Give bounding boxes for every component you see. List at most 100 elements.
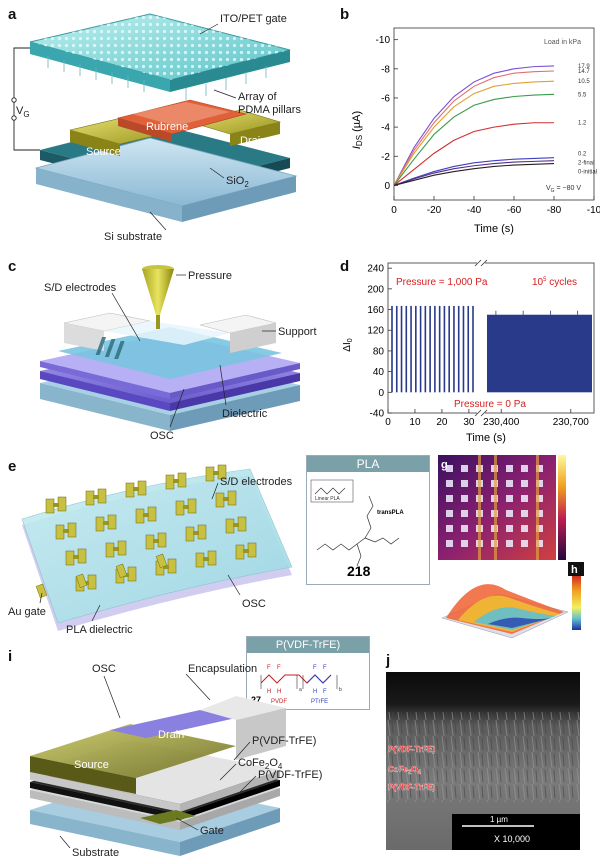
panel-label-c: c bbox=[8, 258, 17, 275]
rubrene-label: Rubrene bbox=[146, 121, 188, 133]
chart-b-series-line bbox=[393, 157, 555, 186]
chart-d-pulse-bar bbox=[391, 305, 393, 393]
pvdf-ref: 27 bbox=[251, 695, 261, 705]
sio2-label: SiO2 bbox=[226, 175, 249, 189]
thermal-hot-stripe bbox=[494, 455, 497, 560]
chart-d-ytick-label: 160 bbox=[367, 305, 384, 316]
surface-cold bbox=[488, 617, 552, 628]
array-device bbox=[175, 498, 197, 516]
thermal-cell bbox=[506, 495, 513, 502]
chart-d-xtick-label: 30 bbox=[463, 417, 475, 428]
chart-b-series-label: 2-final bbox=[578, 161, 594, 167]
panel-d-chart: 240 200 160 120 80 40 0 -40 0 10 20 30 230,400 230,7… bbox=[336, 255, 600, 450]
panel-a-svg: VG ITO/PET gate Array of PDMA pillars Ru… bbox=[11, 13, 301, 243]
e-osc-label: OSC bbox=[242, 598, 266, 610]
panel-i-leaders bbox=[59, 673, 257, 849]
pla-ref: 218 bbox=[347, 563, 371, 579]
sem-info-bar bbox=[452, 814, 580, 850]
au-gate-label: Au gate bbox=[8, 606, 46, 618]
chart-b-svg: -10-8-6-4-20 0 -20 -40 -60 -80 -10 17.914.710… bbox=[351, 27, 600, 235]
chart-d-pulse-bar bbox=[438, 305, 441, 393]
array-device bbox=[125, 480, 147, 498]
panel-c-illustration: Pressure S/D electrodes Support Dielectr… bbox=[0, 255, 330, 445]
chart-b-xtick-label: -10 bbox=[587, 205, 600, 216]
chart-d-pulse-bar bbox=[395, 305, 398, 393]
f-atom-4: F bbox=[323, 665, 327, 671]
f-atom-3: F bbox=[313, 665, 317, 671]
linear-pla-box bbox=[310, 479, 354, 503]
dielectric-label: Dielectric bbox=[222, 408, 268, 420]
sem-mag-text: X 10,000 bbox=[494, 834, 530, 844]
chart-d-ytick-label: 40 bbox=[373, 367, 385, 378]
i-substrate-label: Substrate bbox=[72, 847, 119, 859]
surface-plot-svg: h bbox=[441, 562, 584, 639]
gate-voltage-wire bbox=[11, 47, 40, 151]
thermal-cell bbox=[446, 480, 453, 487]
array-device bbox=[185, 524, 207, 542]
osc-strip bbox=[110, 710, 236, 738]
chart-d-pulse-bar bbox=[462, 305, 465, 393]
panel-label-h-box bbox=[568, 562, 584, 576]
thermal-cell bbox=[506, 540, 513, 547]
trans-pla-label: transPLA bbox=[377, 510, 404, 516]
f-atom-5: F bbox=[323, 689, 327, 695]
thermal-cell bbox=[446, 495, 453, 502]
pressure-cone bbox=[142, 265, 174, 329]
h-atom-2: H bbox=[277, 689, 281, 695]
panel-i-structure: P(VDF-TrFE) F F F F H H H F a b 27 PVDF … bbox=[246, 636, 370, 710]
h-atom-3: H bbox=[313, 689, 317, 695]
chart-b-series-line bbox=[393, 65, 555, 186]
chart-b-series-label: 0.2 bbox=[578, 152, 587, 158]
panel-e-illustration: S/D electrodes Au gate PLA dielectric OS… bbox=[0, 455, 300, 645]
thermal-cell bbox=[536, 540, 543, 547]
e-sd-electrodes-label: S/D electrodes bbox=[220, 476, 293, 488]
chart-d-pulse-bar bbox=[467, 305, 470, 393]
panel-g-thermal-image: g bbox=[438, 455, 570, 560]
chart-b-xlabel: Time (s) bbox=[474, 223, 514, 235]
chart-b-ytick-label: -4 bbox=[381, 123, 390, 134]
device-array bbox=[45, 464, 257, 592]
panel-a-leaders bbox=[149, 23, 237, 231]
chart-d-axis-break-gap bbox=[477, 259, 485, 417]
thermal-cell bbox=[461, 495, 468, 502]
chart-d-xtick-label: 20 bbox=[436, 417, 448, 428]
pdma-pillars-label: PDMA pillars bbox=[238, 104, 301, 116]
c-osc-label: OSC bbox=[150, 430, 174, 442]
chart-d-pulse-bar bbox=[405, 305, 408, 393]
panel-e-leaders bbox=[39, 482, 241, 622]
thermal-cell bbox=[536, 480, 543, 487]
chart-d-ytick-label: 200 bbox=[367, 284, 384, 295]
thermal-cell bbox=[461, 480, 468, 487]
ptrfe-label: PTrFE bbox=[311, 699, 328, 705]
pressure-label: Pressure bbox=[188, 270, 232, 282]
ito-pet-gate bbox=[29, 13, 291, 92]
chart-b-legend-title: Load in kPa bbox=[544, 39, 581, 46]
panel-label-d: d bbox=[340, 258, 350, 275]
chart-b-xtick-label: 0 bbox=[391, 205, 397, 216]
array-device bbox=[85, 488, 107, 506]
array-device bbox=[215, 490, 237, 508]
thermal-cell bbox=[521, 495, 528, 502]
i-source-label: Source bbox=[74, 759, 109, 771]
f-atom-1: F bbox=[267, 665, 271, 671]
thermal-cell bbox=[446, 510, 453, 517]
pla-title: PLA bbox=[307, 456, 429, 472]
chart-b-series-label: 0-initial bbox=[578, 170, 597, 176]
linear-pla-label: Linear PLA bbox=[315, 496, 340, 502]
chart-d-ylabel: ΔI0 bbox=[342, 338, 354, 351]
panel-i-illustration: OSC Encapsulation Source Drain P(VDF-TrF… bbox=[0, 660, 380, 864]
chart-d-ytick-label: 0 bbox=[378, 388, 384, 399]
thermal-cell bbox=[521, 480, 528, 487]
array-device bbox=[95, 514, 117, 532]
pvdf-label: PVDF bbox=[271, 699, 287, 705]
chart-b-gate-note: VG = −80 V bbox=[546, 185, 581, 194]
chart-d-pulse-bar bbox=[453, 305, 455, 393]
chart-b-series-line bbox=[393, 80, 555, 186]
array-device bbox=[45, 496, 67, 514]
thermal-cell bbox=[521, 465, 528, 472]
trans-pla-chain bbox=[316, 495, 374, 551]
panel-label-h: h bbox=[571, 564, 578, 576]
chart-d-pulse-bar bbox=[424, 305, 427, 393]
gate-electrode bbox=[140, 810, 196, 824]
encapsulation-label: Encapsulation bbox=[188, 663, 257, 675]
